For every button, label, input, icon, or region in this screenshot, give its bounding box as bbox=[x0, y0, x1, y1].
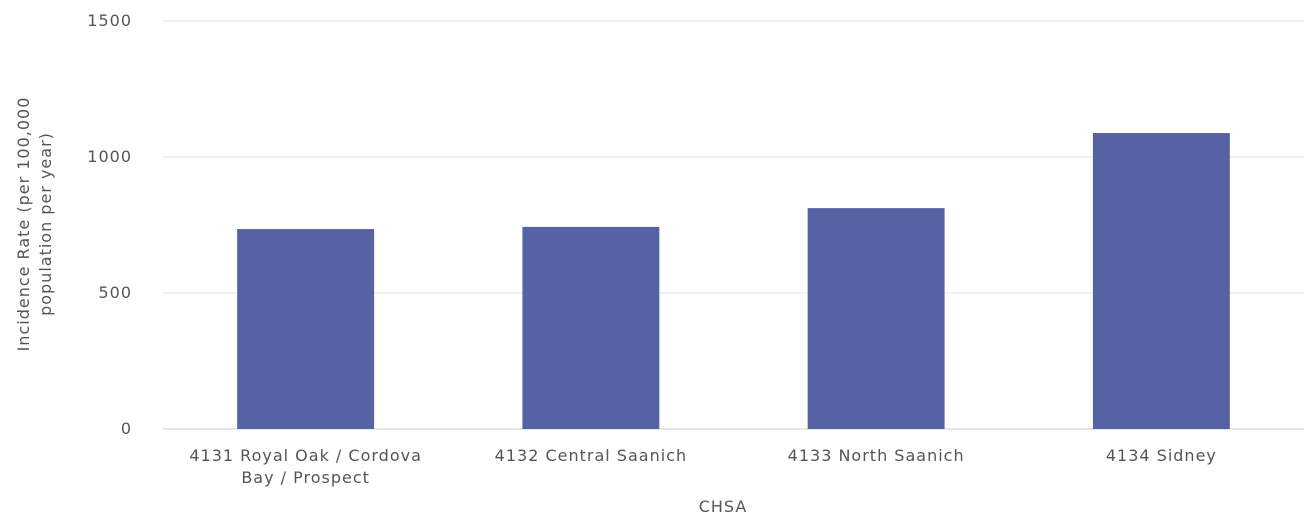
bar bbox=[807, 208, 945, 429]
y-axis-title: Incidence Rate (per 100,000 population p… bbox=[14, 96, 55, 352]
bar bbox=[1092, 133, 1230, 429]
y-tick-label: 1500 bbox=[87, 11, 132, 30]
y-tick-label: 1000 bbox=[87, 147, 132, 166]
x-tick-label: 4134 Sidney bbox=[1105, 446, 1217, 465]
x-tick-label: 4131 Royal Oak / Cordova Bay / Prospect bbox=[189, 446, 422, 487]
y-tick-label: 500 bbox=[98, 283, 132, 302]
x-tick-label: 4132 Central Saanich bbox=[494, 446, 688, 465]
x-tick-label: 4133 North Saanich bbox=[787, 446, 965, 465]
x-axis-title: CHSA bbox=[698, 497, 748, 516]
y-tick-label: 0 bbox=[120, 419, 132, 438]
bar bbox=[237, 229, 375, 429]
bar bbox=[522, 226, 660, 429]
